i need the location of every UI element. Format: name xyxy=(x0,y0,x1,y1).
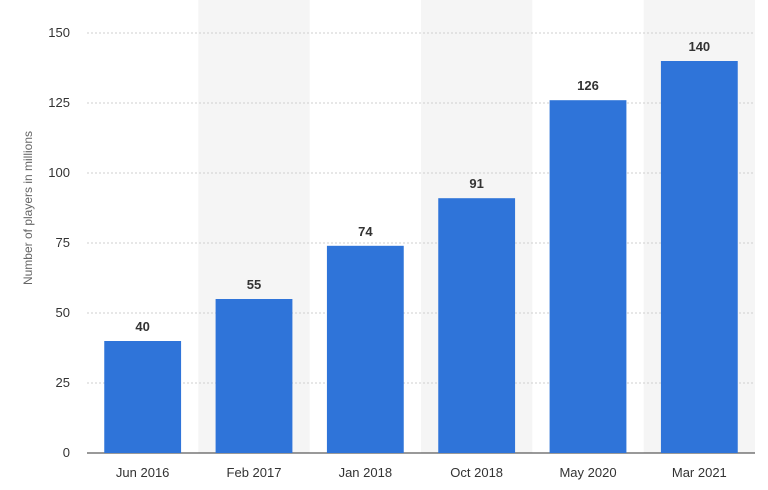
data-labels: 40 55 74 91 126 140 xyxy=(135,39,710,334)
x-axis-ticks: Jun 2016 Feb 2017 Jan 2018 Oct 2018 May 2020… xyxy=(116,465,727,480)
gridlines xyxy=(87,32,755,454)
y-tick-label: 75 xyxy=(56,235,70,250)
x-tick-label: Jan 2018 xyxy=(339,465,393,480)
data-label: 74 xyxy=(358,224,373,239)
bar[interactable] xyxy=(215,299,293,453)
y-tick-label: 25 xyxy=(56,375,70,390)
y-tick-label: 0 xyxy=(63,445,70,460)
data-label: 91 xyxy=(469,176,483,191)
bar[interactable] xyxy=(438,198,516,453)
data-label: 140 xyxy=(688,39,710,54)
bar[interactable] xyxy=(660,61,738,453)
y-tick-label: 150 xyxy=(48,25,70,40)
y-tick-label: 100 xyxy=(48,165,70,180)
data-label: 55 xyxy=(247,277,261,292)
y-axis-title: Number of players in millions xyxy=(21,131,35,285)
data-label: 40 xyxy=(135,319,149,334)
x-tick-label: Jun 2016 xyxy=(116,465,170,480)
x-tick-label: Oct 2018 xyxy=(450,465,503,480)
y-tick-label: 50 xyxy=(56,305,70,320)
bar[interactable] xyxy=(104,341,182,453)
x-tick-label: Mar 2021 xyxy=(672,465,727,480)
bars xyxy=(104,61,738,453)
x-tick-label: May 2020 xyxy=(559,465,616,480)
bar[interactable] xyxy=(549,100,627,453)
y-tick-label: 125 xyxy=(48,95,70,110)
data-label: 126 xyxy=(577,78,599,93)
x-tick-label: Feb 2017 xyxy=(227,465,282,480)
y-axis-ticks: 0 25 50 75 100 125 150 xyxy=(48,25,70,460)
bar[interactable] xyxy=(326,245,404,453)
